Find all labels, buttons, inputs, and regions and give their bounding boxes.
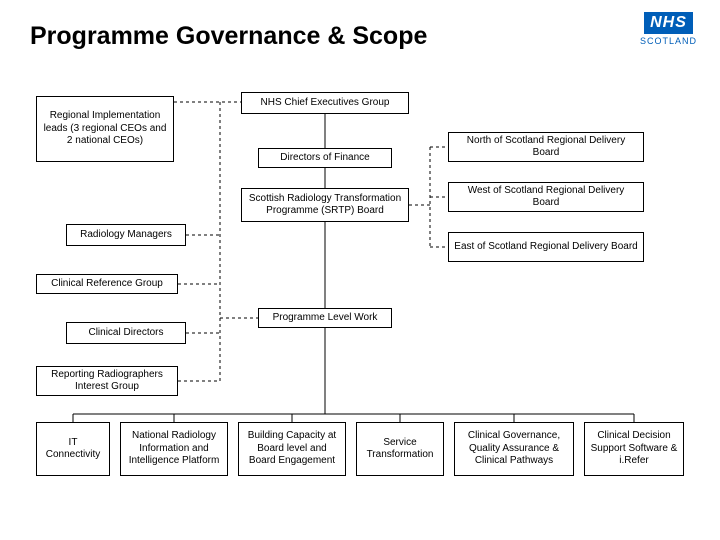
box-west-rdb: West of Scotland Regional Delivery Board bbox=[448, 182, 644, 212]
box-regional-implementation: Regional Implementation leads (3 regiona… bbox=[36, 96, 174, 162]
nhs-logo: NHS SCOTLAND bbox=[640, 12, 697, 46]
box-it-connectivity: IT Connectivity bbox=[36, 422, 110, 476]
box-nhs-chief-executives: NHS Chief Executives Group bbox=[241, 92, 409, 114]
nhs-logo-box: NHS bbox=[644, 12, 693, 34]
box-building-capacity: Building Capacity at Board level and Boa… bbox=[238, 422, 346, 476]
box-reporting-radiographers: Reporting Radiographers Interest Group bbox=[36, 366, 178, 396]
box-east-rdb: East of Scotland Regional Delivery Board bbox=[448, 232, 644, 262]
box-srtp-board: Scottish Radiology Transformation Progra… bbox=[241, 188, 409, 222]
nhs-logo-sub: SCOTLAND bbox=[640, 36, 697, 46]
box-radiology-managers: Radiology Managers bbox=[66, 224, 186, 246]
box-programme-level-work: Programme Level Work bbox=[258, 308, 392, 328]
page-title: Programme Governance & Scope bbox=[30, 22, 427, 51]
box-north-rdb: North of Scotland Regional Delivery Boar… bbox=[448, 132, 644, 162]
box-national-radiology-info: National Radiology Information and Intel… bbox=[120, 422, 228, 476]
page-root: Programme Governance & Scope NHS SCOTLAN… bbox=[0, 0, 720, 540]
box-directors-of-finance: Directors of Finance bbox=[258, 148, 392, 168]
box-clinical-directors: Clinical Directors bbox=[66, 322, 186, 344]
box-service-transformation: Service Transformation bbox=[356, 422, 444, 476]
box-clinical-reference-group: Clinical Reference Group bbox=[36, 274, 178, 294]
box-clinical-decision-support: Clinical Decision Support Software & i.R… bbox=[584, 422, 684, 476]
box-clinical-governance: Clinical Governance, Quality Assurance &… bbox=[454, 422, 574, 476]
